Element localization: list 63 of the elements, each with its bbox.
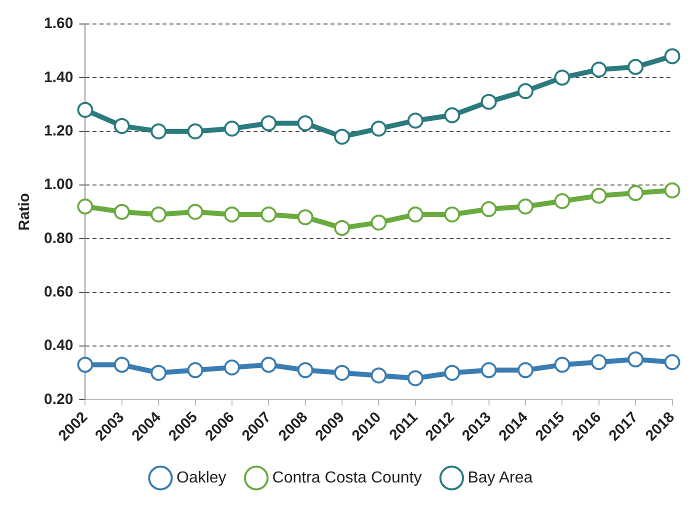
point [444, 107, 460, 124]
point [77, 356, 94, 373]
point [77, 102, 94, 118]
point [260, 115, 277, 132]
point [370, 214, 387, 231]
point [518, 362, 534, 378]
legend-label: Contra Costa County [272, 469, 422, 486]
point [518, 198, 534, 214]
point [77, 198, 94, 214]
y-axis-title: Ratio [16, 193, 34, 231]
point [554, 70, 570, 86]
point [334, 364, 350, 381]
point [114, 356, 130, 373]
point [628, 185, 644, 202]
y-tick-label: 0.20 [44, 390, 74, 408]
point [554, 356, 570, 373]
point [444, 206, 460, 223]
point [554, 193, 570, 210]
point [628, 351, 644, 368]
point [590, 188, 607, 204]
point [224, 206, 240, 223]
point [187, 362, 204, 378]
point [407, 112, 424, 129]
y-tick-label: 0.80 [44, 230, 74, 247]
point [664, 48, 680, 64]
point [260, 356, 277, 373]
y-tick-label: 0.40 [44, 337, 74, 354]
point [114, 118, 130, 134]
point [150, 123, 167, 140]
point [150, 364, 167, 381]
point [187, 204, 204, 220]
point [114, 204, 130, 220]
point [370, 368, 387, 384]
point [407, 370, 424, 386]
point [664, 182, 680, 198]
point [664, 354, 680, 370]
point [518, 83, 534, 100]
point [224, 120, 240, 137]
point [480, 94, 497, 110]
point [480, 362, 497, 378]
legend-label: Oakley [176, 469, 226, 486]
y-tick-label: 1.60 [44, 15, 74, 32]
point [444, 364, 460, 381]
point [334, 128, 350, 145]
y-tick-label: 1.40 [44, 68, 74, 86]
point [334, 220, 350, 236]
point [407, 206, 424, 223]
point [480, 201, 497, 218]
y-tick-label: 1.00 [44, 176, 74, 194]
point [187, 123, 204, 140]
point [297, 362, 314, 378]
y-tick-label: 1.20 [44, 122, 74, 140]
legend-label: Bay Area [468, 469, 533, 486]
point [628, 58, 644, 75]
point [590, 354, 607, 370]
y-tick-label: 0.60 [44, 283, 74, 300]
point [150, 206, 167, 223]
point [297, 209, 314, 226]
point [224, 359, 240, 376]
point [297, 115, 314, 132]
point [370, 120, 387, 137]
point [590, 62, 607, 78]
point [260, 206, 277, 223]
